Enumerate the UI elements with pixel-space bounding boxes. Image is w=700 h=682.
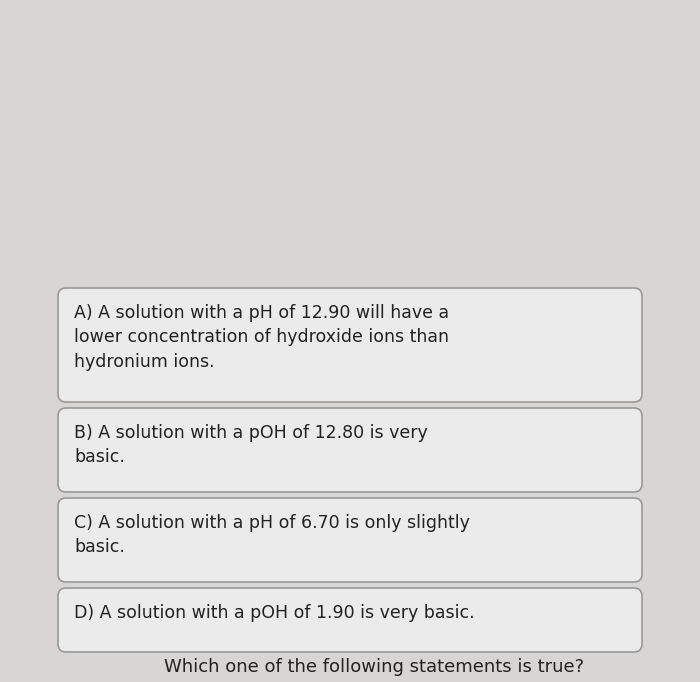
FancyBboxPatch shape [58, 498, 642, 582]
FancyBboxPatch shape [58, 588, 642, 652]
Text: B) A solution with a pOH of 12.80 is very
basic.: B) A solution with a pOH of 12.80 is ver… [74, 424, 428, 466]
FancyBboxPatch shape [58, 408, 642, 492]
FancyBboxPatch shape [58, 288, 642, 402]
Text: A) A solution with a pH of 12.90 will have a
lower concentration of hydroxide io: A) A solution with a pH of 12.90 will ha… [74, 304, 449, 370]
Text: C) A solution with a pH of 6.70 is only slightly
basic.: C) A solution with a pH of 6.70 is only … [74, 514, 470, 557]
Text: D) A solution with a pOH of 1.90 is very basic.: D) A solution with a pOH of 1.90 is very… [74, 604, 475, 622]
Text: Which one of the following statements is true?: Which one of the following statements is… [164, 658, 584, 676]
